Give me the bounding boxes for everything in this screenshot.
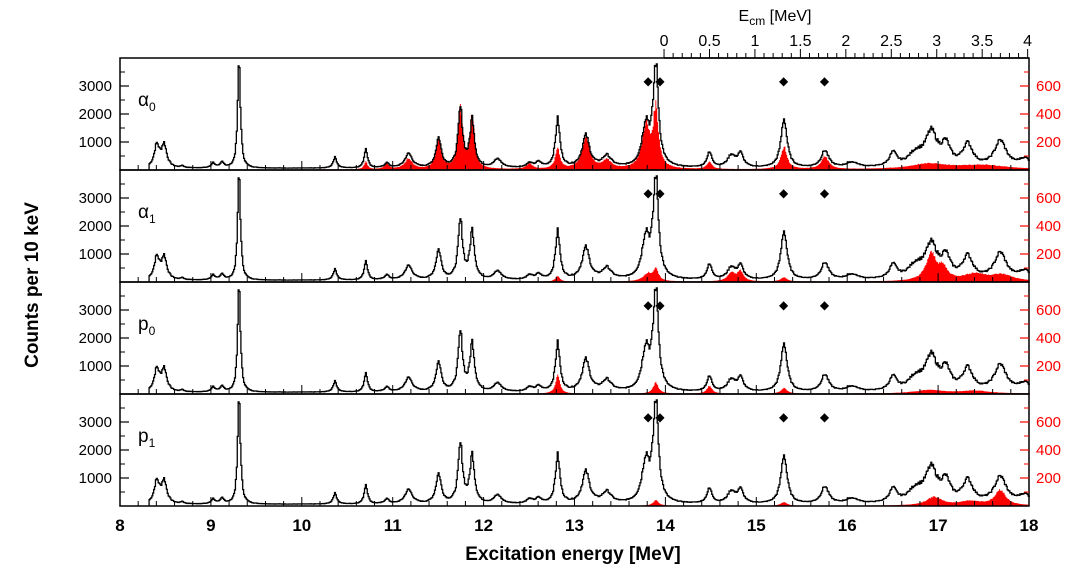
top-axis-title-main: E (739, 8, 750, 25)
panel-4-frame (119, 393, 1030, 507)
panel-label-sub: 1 (149, 212, 156, 226)
right-tick-label: 600 (1036, 190, 1061, 207)
top-tick-label: 4 (1023, 33, 1032, 50)
panel-4-total-histogram (148, 399, 1030, 506)
panel-3-total-histogram (148, 287, 1030, 394)
x-tick-label: 8 (115, 516, 124, 535)
x-tick-label: 12 (474, 516, 493, 535)
panel-label-sub: 1 (149, 436, 156, 450)
panel-1-frame (119, 57, 1030, 171)
left-tick-label: 3000 (79, 78, 112, 95)
resonance-marker: ◆ (779, 410, 789, 424)
top-axis-title-unit: [MeV] (765, 8, 811, 25)
left-tick-label: 1000 (79, 470, 112, 487)
top-tick-label: 2 (841, 33, 850, 50)
right-tick-label: 600 (1036, 302, 1061, 319)
resonance-marker: ◆ (655, 74, 665, 88)
right-tick-label: 400 (1036, 442, 1061, 459)
panel-4-label: p1 (138, 426, 156, 450)
panel-2-total-histogram (148, 175, 1030, 282)
x-tick-label: 17 (929, 516, 948, 535)
right-tick-label: 200 (1036, 134, 1061, 151)
right-tick-label: 600 (1036, 414, 1061, 431)
panel-3-gated-histogram (301, 374, 1030, 394)
panel-3-frame (119, 281, 1030, 395)
resonance-marker: ◆ (820, 186, 830, 200)
panel-1-gated-histogram (301, 100, 1030, 170)
resonance-marker: ◆ (779, 186, 789, 200)
left-tick-label: 2000 (79, 218, 112, 235)
x-tick-label: 13 (565, 516, 584, 535)
axes-layer: 8 9 10 11 12 13 14 15 16 17 180 0.5 1 1.5 2 2.5 3 3.5 4 (115, 33, 1038, 535)
resonance-marker: ◆ (644, 410, 654, 424)
x-tick-label: 16 (838, 516, 857, 535)
panel-1-label: α0 (138, 90, 156, 114)
panel-4-gated-histogram (301, 489, 1030, 506)
left-tick-label: 2000 (79, 106, 112, 123)
panel-label-main: p (138, 314, 149, 335)
resonance-marker: ◆ (820, 298, 830, 312)
panel-label-sub: 0 (149, 324, 156, 338)
resonance-marker: ◆ (644, 74, 654, 88)
panel-2-label: α1 (138, 202, 156, 226)
panel-label-main: α (138, 90, 149, 111)
resonance-marker: ◆ (820, 410, 830, 424)
resonance-marker: ◆ (644, 298, 654, 312)
panel-label-main: α (138, 202, 149, 223)
right-tick-label: 400 (1036, 218, 1061, 235)
top-tick-label: 2.5 (880, 33, 902, 50)
top-tick-label: 0 (660, 33, 669, 50)
right-tick-label: 200 (1036, 246, 1061, 263)
left-tick-label: 3000 (79, 190, 112, 207)
panel-3-label: p0 (138, 314, 156, 338)
left-tick-label: 1000 (79, 134, 112, 151)
x-tick-label: 11 (384, 516, 402, 535)
left-tick-label: 1000 (79, 358, 112, 375)
resonance-marker: ◆ (655, 410, 665, 424)
resonance-marker: ◆ (644, 186, 654, 200)
left-tick-label: 3000 (79, 302, 112, 319)
left-tick-label: 2000 (79, 442, 112, 459)
x-tick-label: 15 (747, 516, 766, 535)
left-tick-label: 3000 (79, 414, 112, 431)
resonance-marker: ◆ (779, 74, 789, 88)
panel-2-gated-histogram (301, 250, 1030, 282)
panel-label-main: p (138, 426, 149, 447)
right-tick-label: 200 (1036, 358, 1061, 375)
right-tick-label: 400 (1036, 106, 1061, 123)
right-tick-label: 600 (1036, 78, 1061, 95)
right-tick-label: 200 (1036, 470, 1061, 487)
top-axis-title-sub: cm (749, 14, 765, 28)
resonance-marker: ◆ (820, 74, 830, 88)
y-axis-title: Counts per 10 keV (22, 202, 43, 368)
left-tick-label: 1000 (79, 246, 112, 263)
resonance-marker: ◆ (779, 298, 789, 312)
right-tick-label: 400 (1036, 330, 1061, 347)
top-tick-label: 3.5 (971, 33, 993, 50)
top-tick-label: 1 (750, 33, 759, 50)
left-tick-label: 2000 (79, 330, 112, 347)
top-tick-label: 0.5 (698, 33, 720, 50)
panel-1-total-histogram (148, 63, 1030, 170)
top-tick-label: 1.5 (789, 33, 811, 50)
top-tick-label: 3 (932, 33, 941, 50)
x-axis-title: Excitation energy [MeV] (465, 544, 680, 565)
x-tick-label: 14 (656, 516, 675, 535)
resonance-marker: ◆ (655, 186, 665, 200)
panel-2-frame (119, 169, 1030, 283)
x-tick-label: 9 (206, 516, 215, 535)
x-tick-label: 18 (1020, 516, 1039, 535)
x-tick-label: 10 (292, 516, 311, 535)
resonance-marker: ◆ (655, 298, 665, 312)
panel-label-sub: 0 (149, 100, 156, 114)
top-axis-title: Ecm [MeV] (739, 8, 812, 28)
